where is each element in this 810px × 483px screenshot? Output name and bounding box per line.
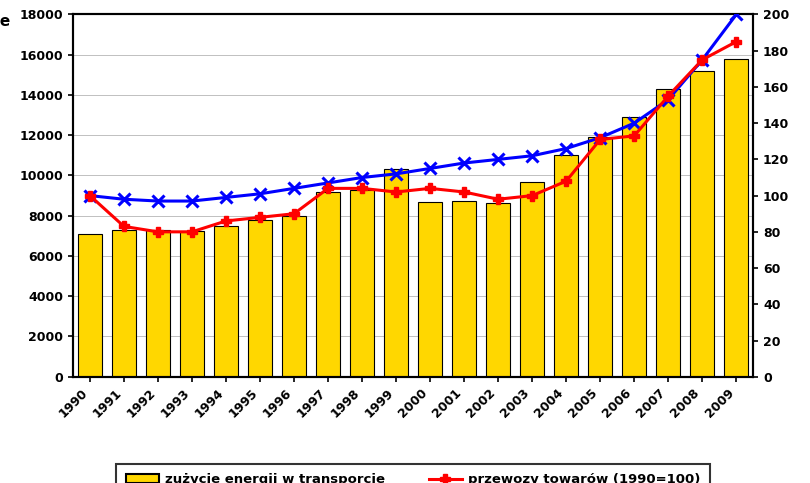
Bar <box>588 137 612 377</box>
Bar <box>452 200 476 377</box>
Bar <box>350 189 374 377</box>
Bar <box>418 202 442 377</box>
Bar <box>690 71 714 377</box>
Bar <box>214 226 238 377</box>
Bar <box>622 117 646 377</box>
Legend: zużycie energii w transporcie, przewozy pasażerów (1990=100), przewozy towarów (: zużycie energii w transporcie, przewozy … <box>117 464 710 483</box>
Bar <box>112 230 136 377</box>
Bar <box>282 216 306 377</box>
Bar <box>316 192 340 377</box>
Bar <box>248 220 272 377</box>
Bar <box>656 89 680 377</box>
Y-axis label: ktoe: ktoe <box>0 14 11 29</box>
Bar <box>384 170 408 377</box>
Bar <box>146 230 170 377</box>
Bar <box>520 182 544 377</box>
Bar <box>180 231 204 377</box>
Bar <box>724 59 748 377</box>
Bar <box>554 156 578 377</box>
Bar <box>78 234 102 377</box>
Bar <box>486 203 510 377</box>
